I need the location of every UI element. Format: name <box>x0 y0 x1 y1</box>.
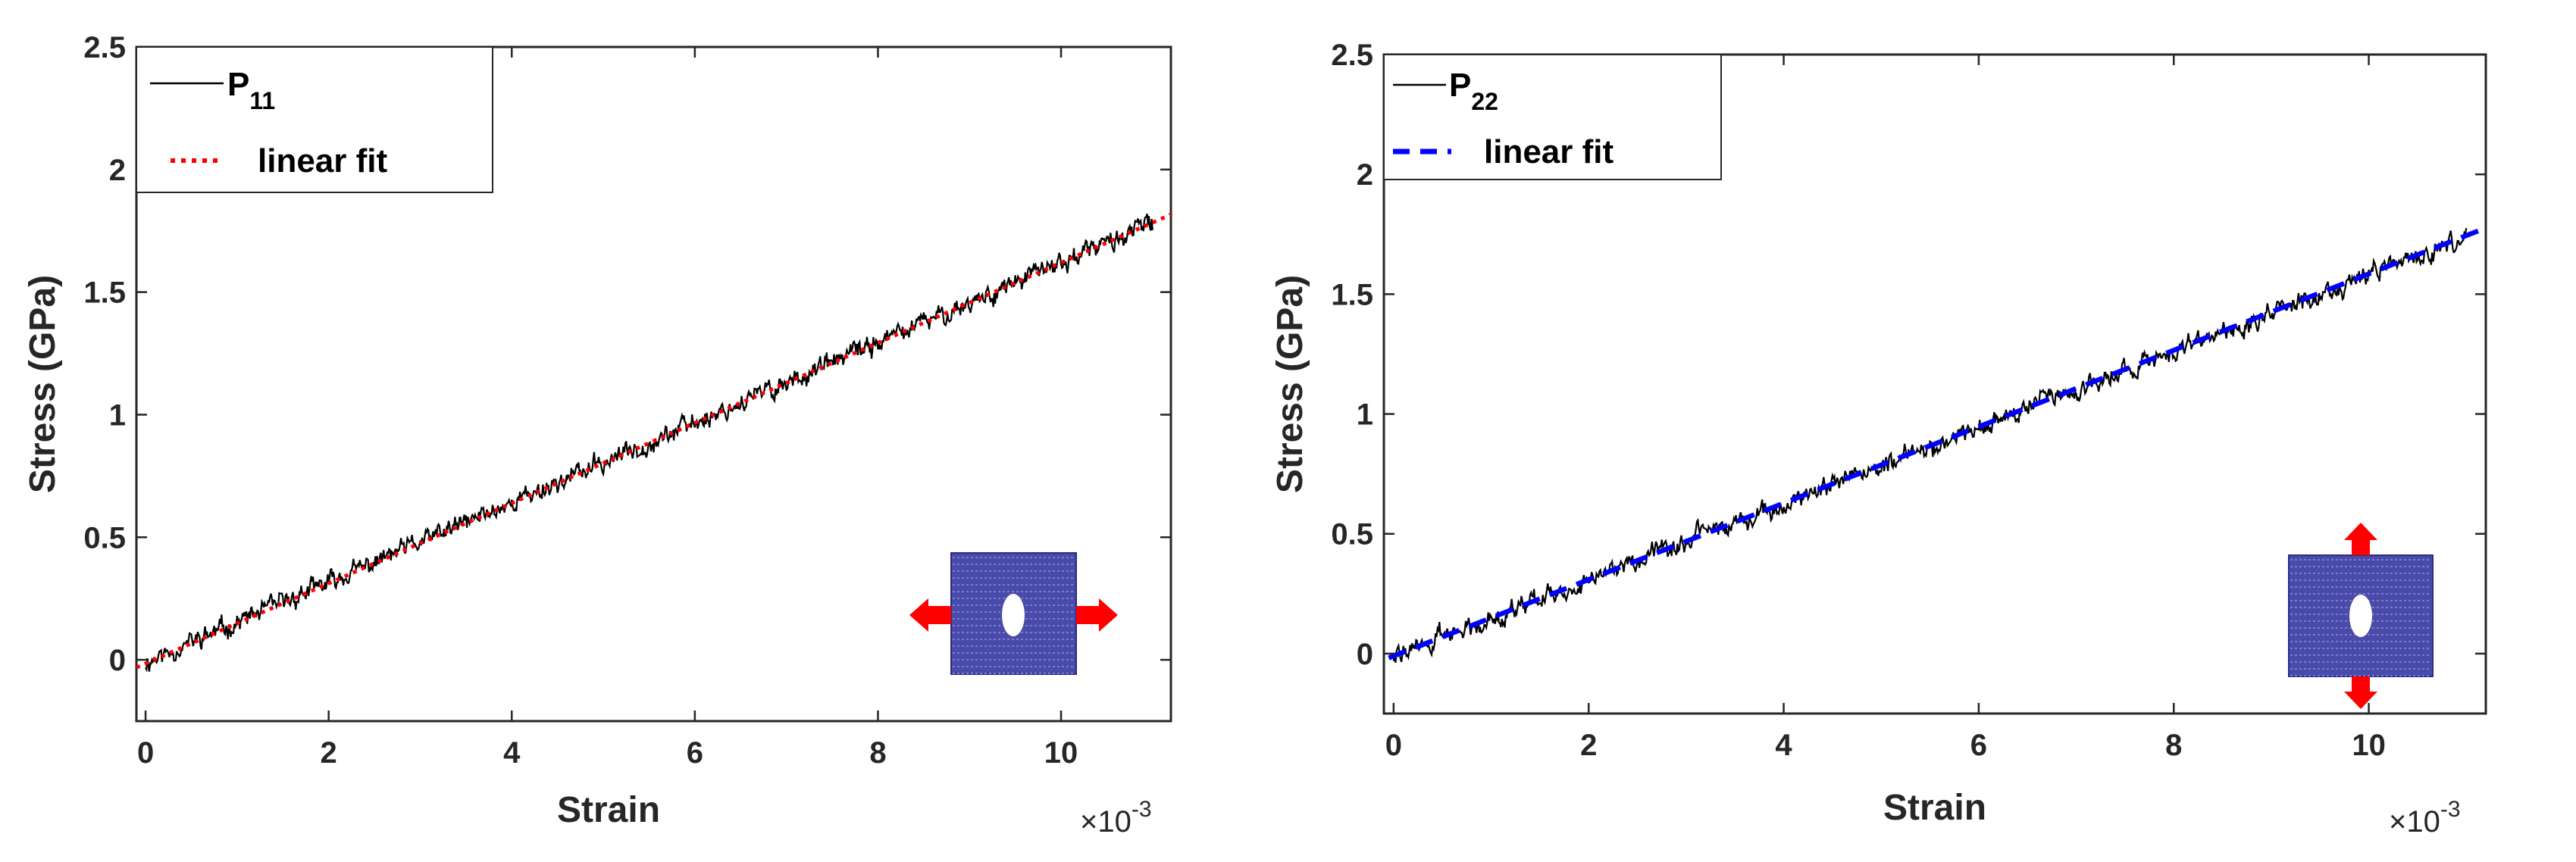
y-tick-label: 0 <box>109 644 126 677</box>
legend: P22 linear fit <box>1383 54 1722 180</box>
linear-fit-line <box>1388 225 2486 661</box>
y-tick-label: 0 <box>1357 638 1373 671</box>
y-tick-label: 2 <box>109 154 126 187</box>
legend-box <box>1383 54 1722 180</box>
y-tick-label: 0.5 <box>1331 518 1373 551</box>
axis-ticks: 0 2 4 6 8 10 0 0.5 1 1.5 2 2.5 <box>1331 39 2486 762</box>
x-multiplier: ×10-3 <box>1080 797 1152 839</box>
series-layer <box>136 213 1171 673</box>
hole <box>1002 594 1025 636</box>
y-tick-label: 1.5 <box>1331 278 1373 311</box>
arrow-up-icon <box>2344 523 2377 555</box>
y-tick-label: 2.5 <box>1331 39 1373 72</box>
arrow-down-icon <box>2344 676 2377 709</box>
y-axis-label: Stress (GPa) <box>23 275 63 493</box>
x-tick-label: 10 <box>1044 736 1078 770</box>
legend-linear-fit-label: linear fit <box>1484 133 1614 170</box>
arrow-right-icon <box>1076 598 1118 632</box>
series-layer <box>1388 225 2486 663</box>
x-tick-label: 2 <box>1580 729 1597 762</box>
y-tick-label: 1.5 <box>83 276 126 310</box>
inset-plate-horizontal <box>909 552 1118 675</box>
x-tick-label: 0 <box>137 736 154 770</box>
legend-linear-fit-label: linear fit <box>258 142 387 180</box>
y-axis-label: Stress (GPa) <box>1270 275 1310 493</box>
series-p11-line <box>145 213 1153 673</box>
linear-fit-line <box>136 213 1171 670</box>
x-tick-label: 2 <box>321 736 337 770</box>
hole <box>2349 595 2372 637</box>
y-tick-label: 0.5 <box>83 521 126 554</box>
x-axis-label: Strain <box>1883 788 1986 828</box>
chart-p22: 0 2 4 6 8 10 0 0.5 1 1.5 2 2.5 P22 linear fit Strai… <box>1270 39 2487 839</box>
x-tick-label: 10 <box>2352 729 2386 762</box>
y-tick-label: 2 <box>1357 158 1373 192</box>
legend-box <box>136 46 493 193</box>
x-tick-label: 0 <box>1385 729 1402 762</box>
x-multiplier: ×10-3 <box>2389 797 2461 839</box>
x-tick-label: 6 <box>687 736 703 770</box>
y-tick-label: 1 <box>1357 398 1373 432</box>
y-tick-label: 2.5 <box>83 31 126 64</box>
x-axis-label: Strain <box>557 790 660 830</box>
axis-ticks: 0 2 4 6 8 10 0 0.5 1 1.5 2 2.5 <box>83 31 1171 770</box>
x-tick-label: 8 <box>2165 729 2182 762</box>
y-tick-label: 1 <box>109 398 126 432</box>
legend-p11-label: P11 <box>227 66 275 114</box>
x-tick-label: 6 <box>1970 729 1987 762</box>
chart-p11: 0 2 4 6 8 10 0 0.5 1 1.5 2 2.5 P11 linear fit Strai… <box>23 31 1172 839</box>
inset-plate-vertical <box>2288 523 2434 709</box>
x-tick-label: 4 <box>503 736 521 770</box>
arrow-left-icon <box>909 598 951 632</box>
x-tick-label: 8 <box>869 736 886 770</box>
legend-p22-label: P22 <box>1449 67 1498 115</box>
x-tick-label: 4 <box>1775 729 1792 762</box>
plate-texture <box>953 557 1075 674</box>
legend: P11 linear fit <box>136 46 493 193</box>
